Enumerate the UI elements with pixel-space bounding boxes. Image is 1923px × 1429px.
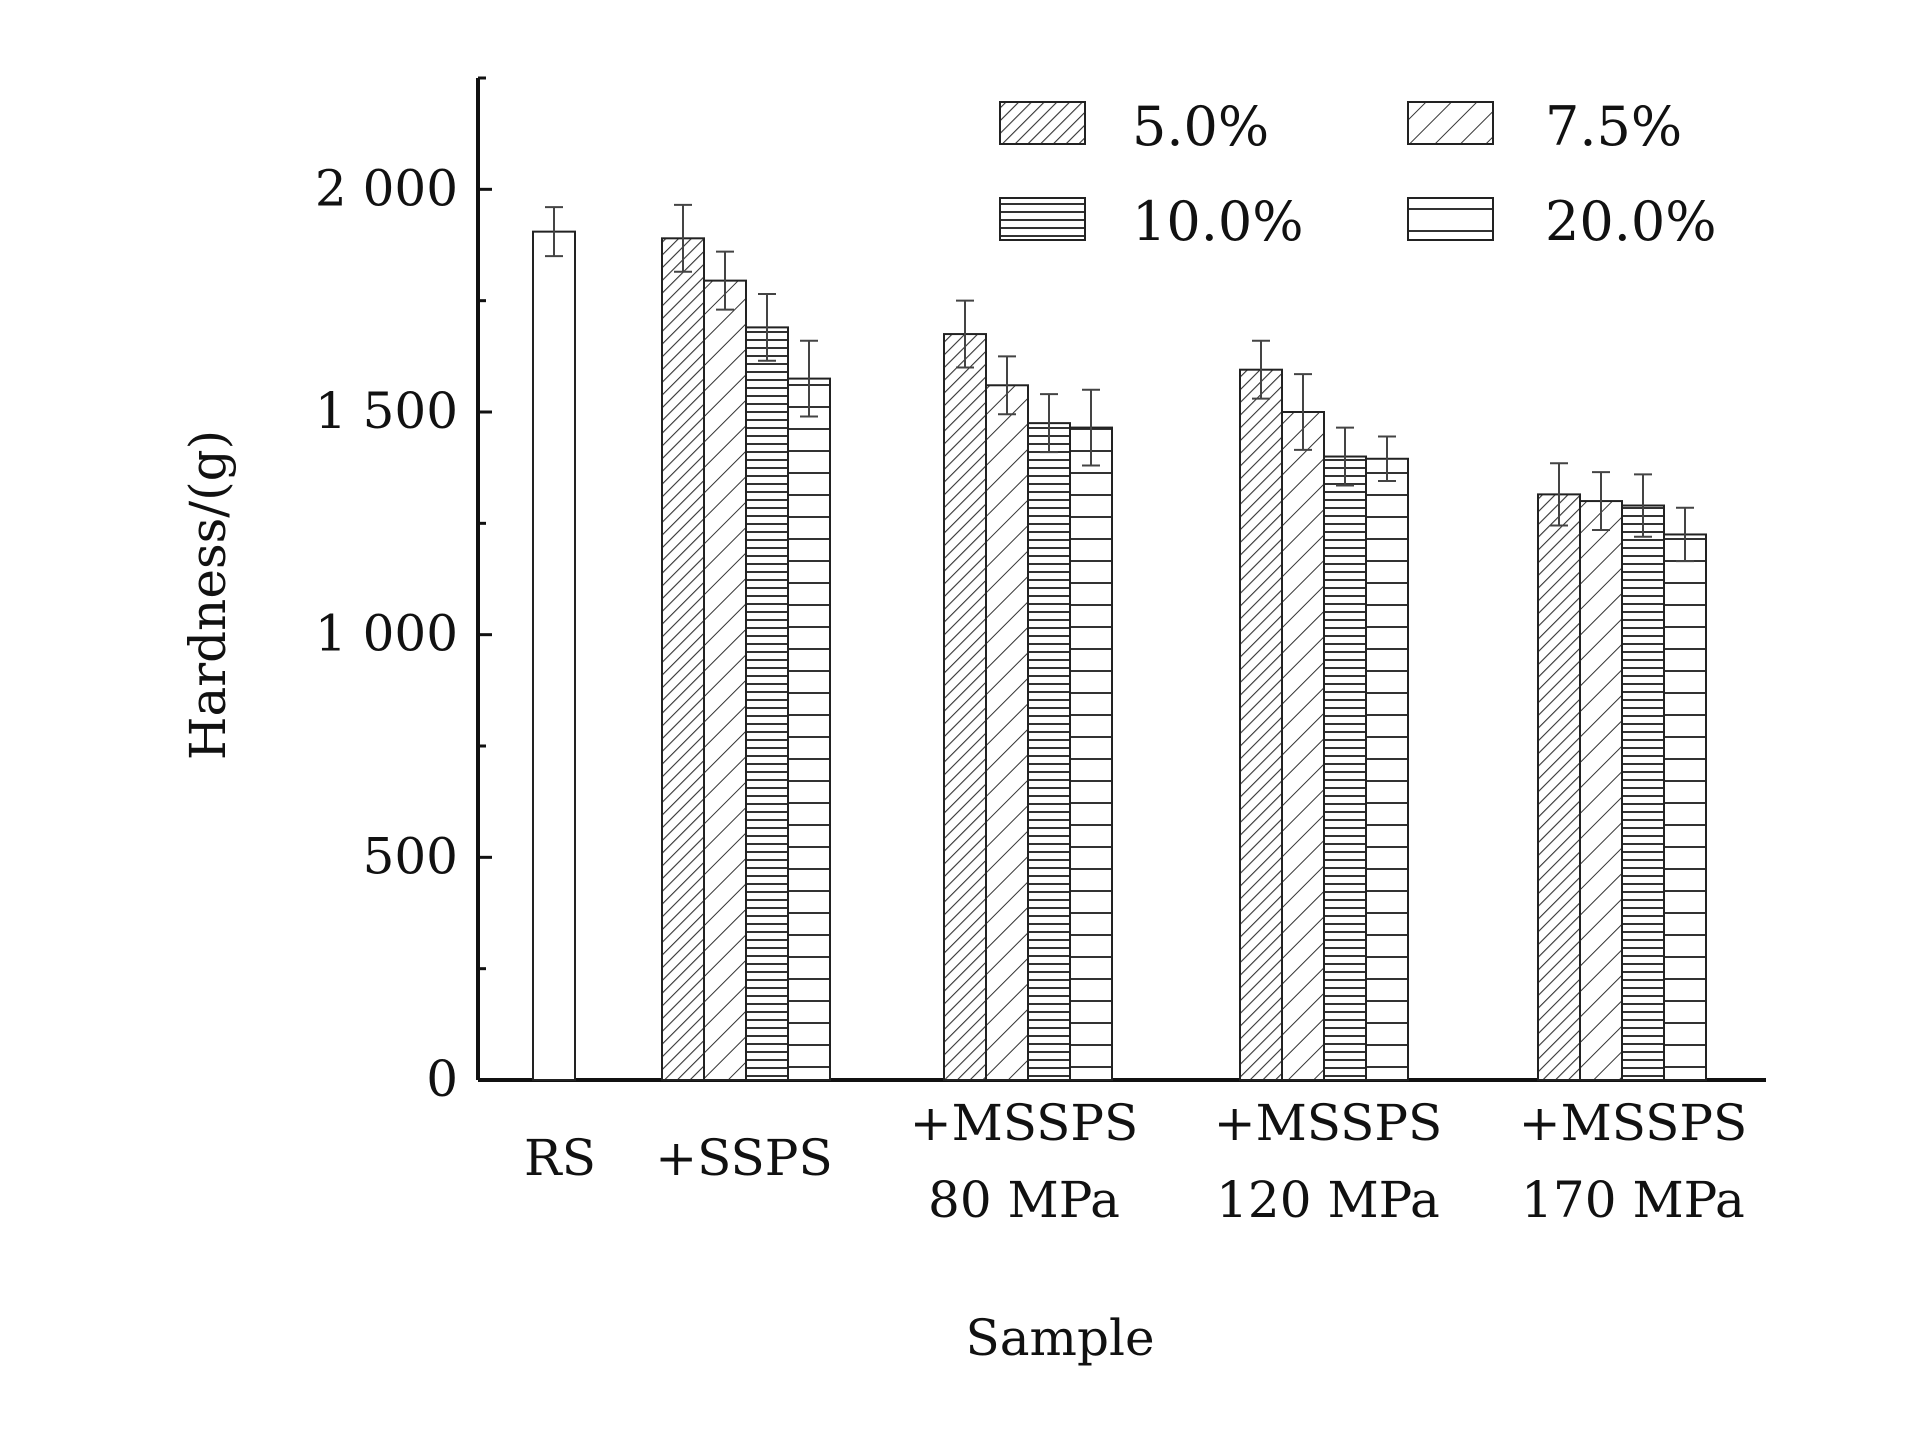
x-tick-label: 120 MPa: [1216, 1171, 1440, 1229]
bar-50-cat3: [1239, 368, 1283, 1081]
legend-swatch: [1407, 101, 1494, 145]
legend-label: 10.0%: [1132, 190, 1304, 253]
legend-swatch: [1407, 197, 1494, 241]
bar-100-cat2: [1027, 422, 1071, 1081]
bar-100-cat4: [1621, 504, 1665, 1081]
x-tick-label: +MSSPS: [1519, 1094, 1748, 1152]
x-tick-label: RS: [524, 1129, 596, 1187]
y-tick-label: 500: [363, 827, 458, 885]
bar-200-cat1: [787, 377, 831, 1082]
x-tick-label: 80 MPa: [928, 1171, 1120, 1229]
x-tick-label: +SSPS: [655, 1129, 832, 1187]
bar-200-cat2: [1069, 426, 1113, 1081]
bar-75-cat3: [1281, 411, 1325, 1081]
y-axis-label: Hardness/(g): [179, 430, 237, 760]
bar-50-cat2: [943, 333, 987, 1082]
y-tick-label: 1 500: [315, 382, 458, 440]
x-tick-label: 170 MPa: [1521, 1171, 1745, 1229]
plot-area: 0 500 1 000 1 500 2 000 RS +SSPS +MSSPS 80 MPa +M…: [315, 76, 1766, 1229]
y-tick-label: 0: [426, 1050, 458, 1108]
bar-50-cat1: [661, 237, 705, 1081]
bar-75-cat1: [703, 279, 747, 1082]
bar-200-cat4: [1663, 533, 1707, 1081]
bar-50-cat4: [1537, 493, 1581, 1081]
x-tick-label: +MSSPS: [1214, 1094, 1443, 1152]
legend-label: 20.0%: [1545, 190, 1717, 253]
legend-label: 7.5%: [1545, 95, 1682, 158]
x-tick-label: +MSSPS: [910, 1094, 1139, 1152]
bar-100-cat3: [1323, 455, 1367, 1081]
y-tick-label: 1 000: [315, 605, 458, 663]
legend-swatch: [999, 197, 1086, 241]
bar-75-cat4: [1579, 500, 1623, 1082]
y-tick-label: 2 000: [315, 159, 458, 217]
legend-label: 5.0%: [1132, 95, 1269, 158]
bar-200-cat3: [1365, 457, 1409, 1081]
legend: 5.0% 7.5% 10.0% 20.0%: [999, 95, 1717, 253]
bar-100-cat1: [745, 326, 789, 1081]
bar-75-cat2: [985, 384, 1029, 1081]
x-axis-label: Sample: [965, 1309, 1154, 1367]
legend-swatch: [999, 101, 1086, 145]
bar-rs: [532, 230, 576, 1081]
